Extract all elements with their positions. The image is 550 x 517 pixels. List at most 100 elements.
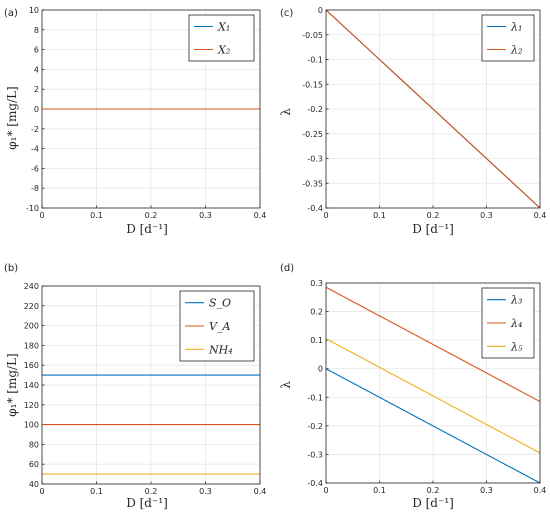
legend-label: λ₄ <box>510 317 522 330</box>
y-tick-label: -0.4 <box>307 204 323 213</box>
y-tick-label: -0.25 <box>302 130 323 139</box>
panel-d: (d) λ D [d⁻¹] 0 0.1 0.2 0.3 0.4 -0.4 -0.3 -0.2 -… <box>279 263 546 510</box>
x-tick-label: 0 <box>39 487 44 496</box>
y-tick-label: 4 <box>34 65 39 74</box>
y-tick-label: -0.3 <box>307 155 323 164</box>
y-tick-label: 220 <box>24 302 39 311</box>
legend-label: λ₂ <box>510 44 522 57</box>
panel-label-d: (d) <box>280 263 294 274</box>
y-tick-label: 200 <box>24 322 39 331</box>
y-tick-label: 120 <box>24 401 39 410</box>
plot-area-b: 0 0.1 0.2 0.3 0.4 40 60 80 100 120 140 160 180 200 220… <box>24 282 267 496</box>
y-tick-label: -0.3 <box>307 450 323 459</box>
legend-label: V_A <box>209 320 230 333</box>
x-axis-label-a: D [d⁻¹] <box>126 222 168 236</box>
legend-label: λ₃ <box>510 294 522 307</box>
x-tick-label: 0.3 <box>199 487 212 496</box>
y-tick-label: 0 <box>318 365 323 374</box>
x-axis-label-d: D [d⁻¹] <box>412 496 454 510</box>
y-tick-label: 180 <box>24 341 39 350</box>
axes-frame-d <box>325 282 541 484</box>
y-tick-label: 80 <box>29 440 39 449</box>
plot-area-c: 0 0.1 0.2 0.3 0.4 -0.4 -0.35 -0.3 -0.25 -0.2 -0.15… <box>302 6 546 220</box>
y-tick-label: -0.2 <box>307 105 323 114</box>
axes-frame-a <box>41 9 261 209</box>
y-tick-label: 60 <box>29 460 39 469</box>
x-tick-label: 0.1 <box>373 486 386 495</box>
x-axis-label-c: D [d⁻¹] <box>412 222 454 236</box>
legend-c: λ₁ λ₂ <box>481 14 535 62</box>
legend-d: λ₃ λ₄ λ₅ <box>481 287 535 359</box>
y-tick-label: -0.35 <box>302 179 323 188</box>
x-tick-label: 0.4 <box>254 487 267 496</box>
series-line-c-2 <box>325 9 541 209</box>
plot-area-d: 0 0.1 0.2 0.3 0.4 -0.4 -0.3 -0.2 -0.1 0 0.1 0.2 0.3 λ… <box>307 279 546 495</box>
y-tick-label: -0.1 <box>307 393 323 402</box>
y-tick-label: -0.4 <box>307 479 323 488</box>
panel-label-c: (c) <box>280 8 293 19</box>
legend-b: S_O V_A NH₄ <box>179 290 255 362</box>
x-tick-label: 0.2 <box>145 211 158 220</box>
legend-label: X₂ <box>217 44 230 57</box>
y-axis-label-b: φ₁* [mg/L] <box>5 353 19 416</box>
y-axis-label-a: φ₁* [mg/L] <box>5 86 19 149</box>
panel-a: (a) φ₁* [mg/L] D [d⁻¹] 0 0.1 0.2 0.3 0.4 -10 -… <box>4 6 266 236</box>
y-tick-label: -0.1 <box>307 56 323 65</box>
y-tick-label: -0.05 <box>302 31 323 40</box>
x-tick-label: 0.3 <box>199 211 212 220</box>
panel-c: (c) λ D [d⁻¹] 0 0.1 0.2 0.3 0.4 -0.4 -0.35 -0.3… <box>279 6 546 236</box>
y-axis-label-c: λ <box>279 108 293 116</box>
x-tick-label: 0.4 <box>534 211 547 220</box>
y-tick-label: 40 <box>29 480 39 489</box>
y-tick-label: 160 <box>24 361 39 370</box>
x-tick-label: 0.2 <box>427 211 440 220</box>
panel-label-b: (b) <box>4 263 18 274</box>
legend-label: X₁ <box>217 21 230 34</box>
series-line-d-3 <box>325 338 541 454</box>
legend-label: λ₅ <box>510 340 523 353</box>
y-tick-label: 0 <box>318 6 323 15</box>
y-tick-label: 0.3 <box>310 279 323 288</box>
y-tick-label: -6 <box>31 164 39 173</box>
axes-frame-b <box>41 285 261 485</box>
y-tick-label: -8 <box>31 184 39 193</box>
y-tick-label: -0.2 <box>307 422 323 431</box>
y-tick-label: -2 <box>31 125 39 134</box>
y-tick-label: -10 <box>26 204 39 213</box>
y-tick-label: 6 <box>34 46 39 55</box>
y-tick-label: 240 <box>24 282 39 291</box>
y-tick-label: -0.15 <box>302 80 323 89</box>
x-tick-label: 0.1 <box>373 211 386 220</box>
series-line-d-2 <box>325 286 541 403</box>
series-line-d-1 <box>325 368 541 484</box>
x-tick-label: 0.3 <box>480 486 493 495</box>
legend-a: X₁ X₂ <box>188 14 255 62</box>
y-tick-label: -4 <box>31 145 39 154</box>
panel-b: (b) φ₁* [mg/L] D [d⁻¹] 0 0.1 0.2 0.3 0.4 40 60… <box>4 263 266 510</box>
legend-box <box>481 14 535 62</box>
x-tick-label: 0 <box>39 211 44 220</box>
x-tick-label: 0.4 <box>254 211 267 220</box>
y-tick-label: 0 <box>34 105 39 114</box>
plot-area-a: 0 0.1 0.2 0.3 0.4 -10 -8 -6 -4 -2 0 2 4 6 8 10 X₁ X₂ <box>26 6 266 220</box>
y-tick-label: 100 <box>24 421 39 430</box>
y-axis-label-d: λ <box>279 381 293 389</box>
y-tick-label: 0.1 <box>310 336 323 345</box>
x-tick-label: 0.4 <box>534 486 547 495</box>
y-tick-label: 8 <box>34 26 39 35</box>
x-tick-label: 0 <box>323 211 328 220</box>
legend-label: NH₄ <box>208 343 233 356</box>
y-tick-label: 10 <box>29 6 39 15</box>
x-tick-label: 0 <box>323 486 328 495</box>
legend-label: S_O <box>209 297 231 310</box>
x-axis-label-b: D [d⁻¹] <box>126 496 168 510</box>
x-tick-label: 0.2 <box>145 487 158 496</box>
x-tick-label: 0.2 <box>427 486 440 495</box>
legend-box <box>188 14 255 62</box>
x-tick-label: 0.3 <box>480 211 493 220</box>
y-tick-label: 2 <box>34 85 39 94</box>
y-tick-label: 140 <box>24 381 39 390</box>
x-tick-label: 0.1 <box>90 211 103 220</box>
x-tick-label: 0.1 <box>90 487 103 496</box>
y-tick-label: 0.2 <box>310 308 323 317</box>
